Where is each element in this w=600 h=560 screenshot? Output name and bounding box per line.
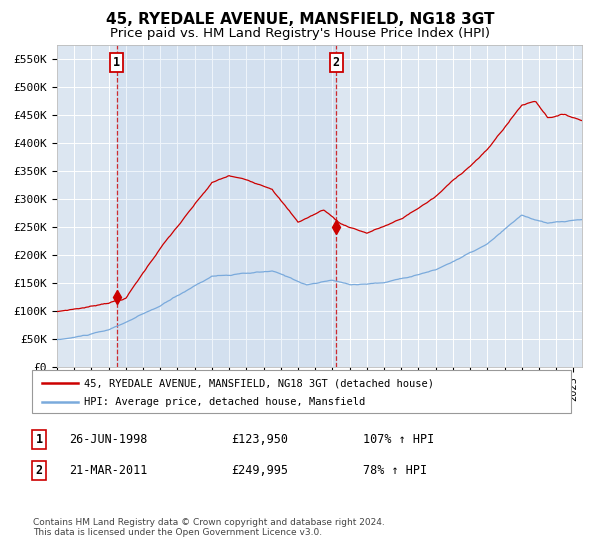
Bar: [117, 45, 336, 367]
Text: £249,995: £249,995: [231, 464, 288, 477]
Text: 2: 2: [332, 56, 340, 69]
Text: 21-MAR-2011: 21-MAR-2011: [69, 464, 148, 477]
Text: 45, RYEDALE AVENUE, MANSFIELD, NG18 3GT: 45, RYEDALE AVENUE, MANSFIELD, NG18 3GT: [106, 12, 494, 27]
Text: 1: 1: [113, 56, 121, 69]
Text: Contains HM Land Registry data © Crown copyright and database right 2024.
This d: Contains HM Land Registry data © Crown c…: [33, 518, 385, 538]
Text: 26-JUN-1998: 26-JUN-1998: [69, 433, 148, 446]
Text: 45, RYEDALE AVENUE, MANSFIELD, NG18 3GT (detached house): 45, RYEDALE AVENUE, MANSFIELD, NG18 3GT …: [84, 378, 434, 388]
Text: 2: 2: [35, 464, 43, 477]
Text: HPI: Average price, detached house, Mansfield: HPI: Average price, detached house, Mans…: [84, 397, 365, 407]
Text: Price paid vs. HM Land Registry's House Price Index (HPI): Price paid vs. HM Land Registry's House …: [110, 27, 490, 40]
Text: £123,950: £123,950: [231, 433, 288, 446]
Text: 107% ↑ HPI: 107% ↑ HPI: [363, 433, 434, 446]
Text: 78% ↑ HPI: 78% ↑ HPI: [363, 464, 427, 477]
Text: 1: 1: [35, 433, 43, 446]
